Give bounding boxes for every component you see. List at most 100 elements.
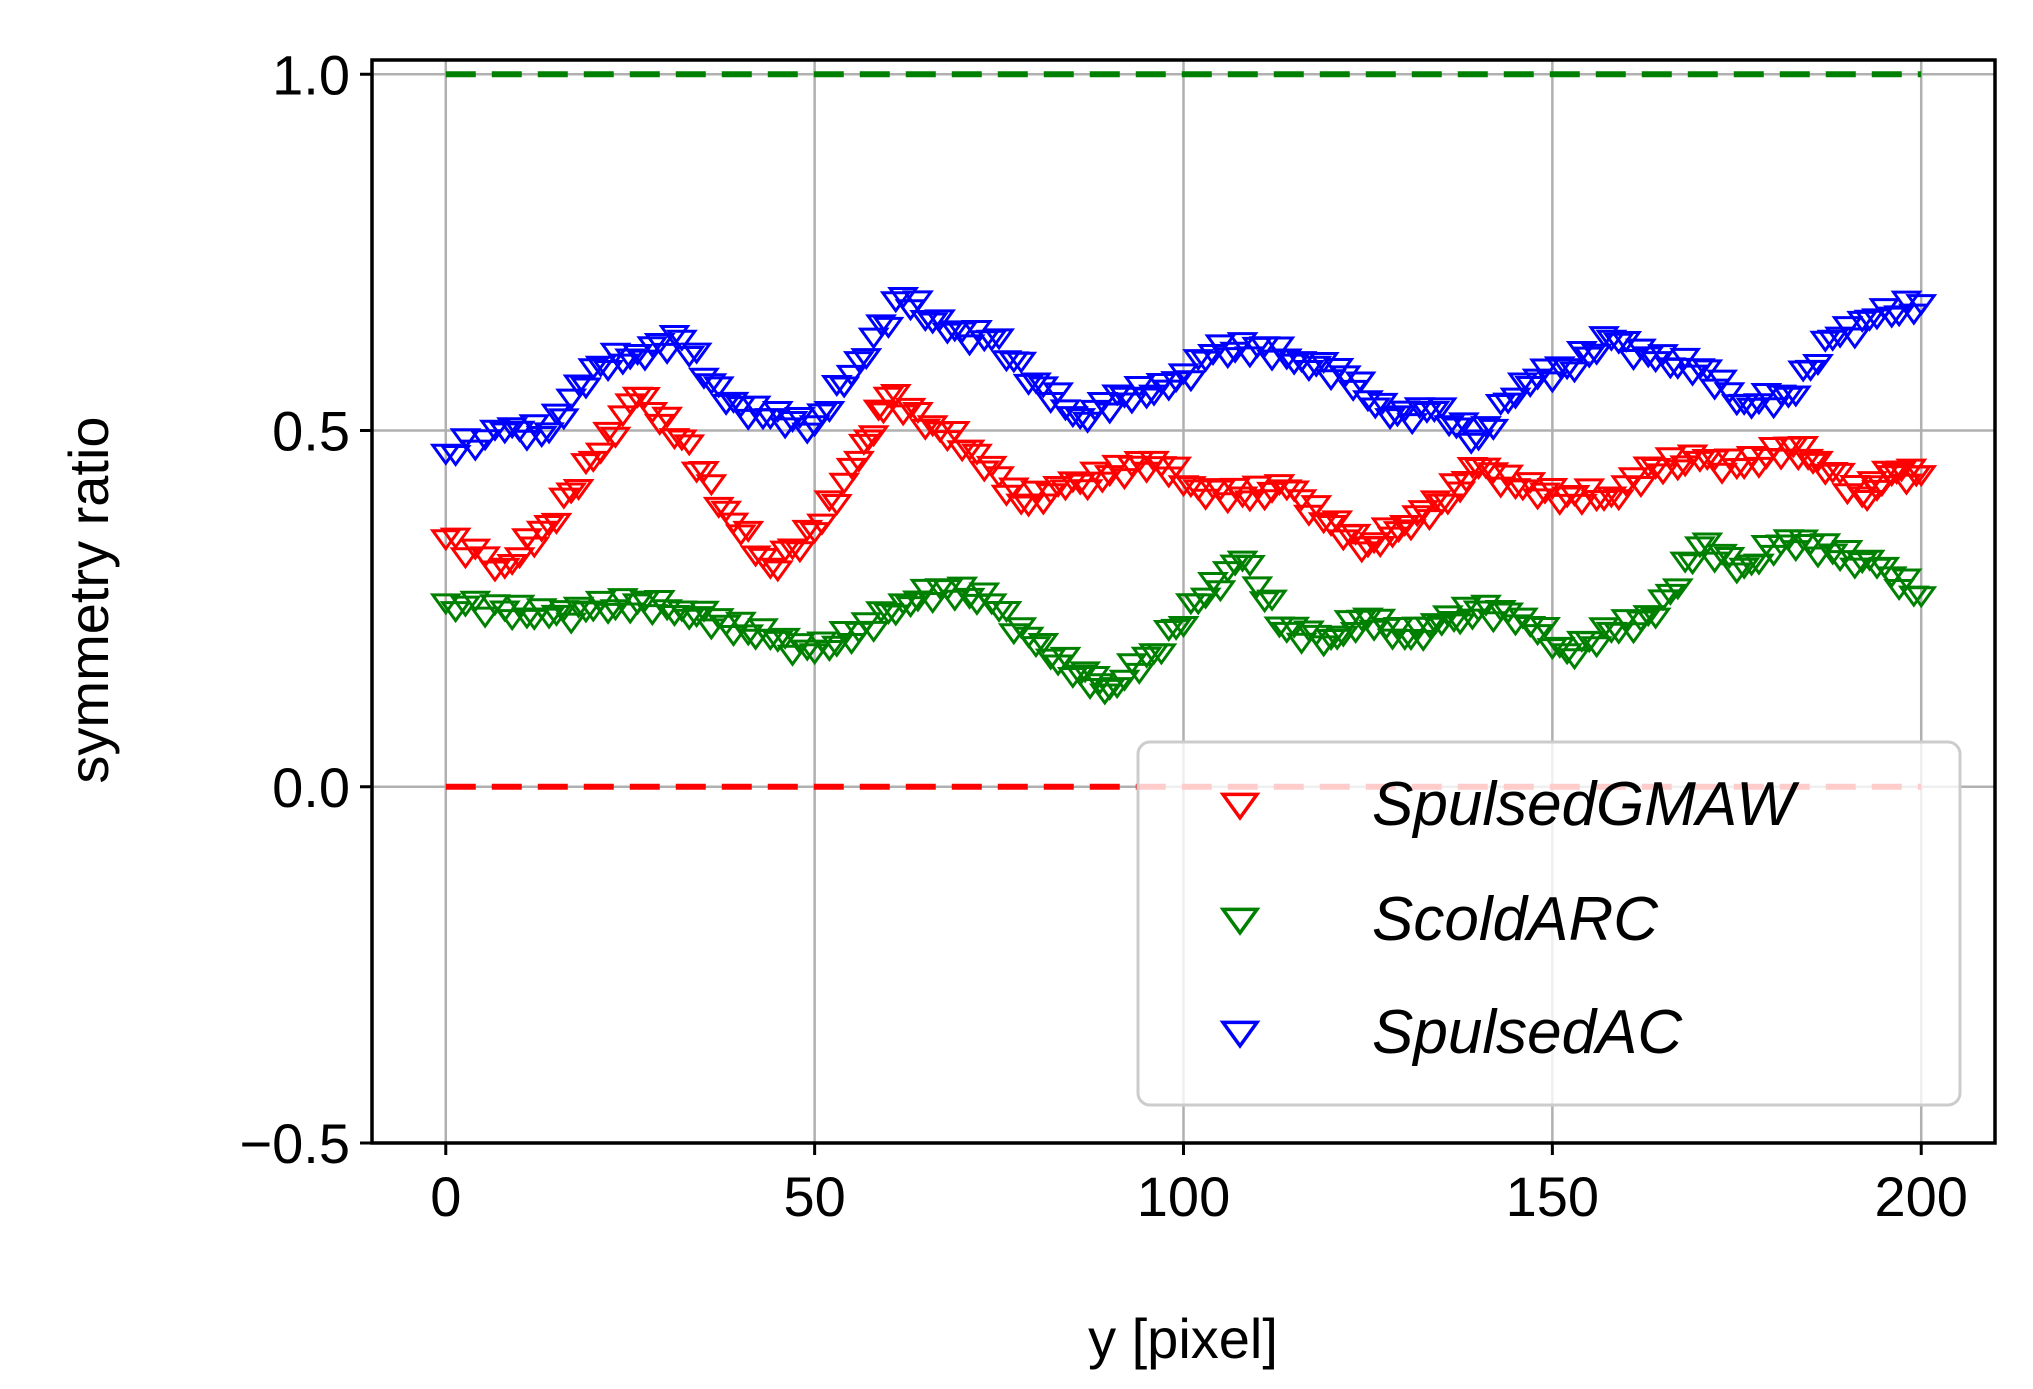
data-point — [1056, 406, 1089, 429]
y-tick-label: 1.0 — [272, 43, 350, 106]
data-point — [469, 546, 502, 569]
x-tick-label: 0 — [430, 1165, 461, 1228]
data-point — [1300, 355, 1333, 378]
data-point — [1669, 551, 1702, 574]
data-point — [1720, 562, 1753, 585]
data-point — [916, 592, 949, 615]
data-point — [1802, 450, 1834, 473]
series-SpulsedAC — [429, 287, 1938, 467]
data-point — [570, 453, 602, 476]
data-point — [1883, 579, 1916, 602]
data-point — [1425, 397, 1458, 420]
data-point — [1440, 417, 1473, 440]
data-point — [1005, 351, 1038, 374]
axis-ticks: 0 50 100 150 200 −0.5 0.0 0.5 1.0 — [239, 43, 1968, 1228]
data-point — [1470, 457, 1502, 480]
data-point — [820, 635, 853, 658]
data-point — [1027, 632, 1060, 655]
data-point — [1890, 473, 1923, 496]
data-point — [1470, 594, 1502, 617]
data-point — [1580, 636, 1613, 659]
data-point — [710, 500, 743, 523]
data-point — [1278, 353, 1311, 376]
data-point — [496, 417, 529, 440]
data-point — [946, 321, 979, 344]
data-point — [592, 421, 625, 444]
data-point — [909, 578, 942, 601]
data-point — [547, 408, 580, 431]
data-point — [496, 609, 529, 632]
data-point — [1005, 493, 1038, 516]
data-point — [488, 422, 521, 445]
x-tick-label: 150 — [1506, 1165, 1599, 1228]
data-point — [1419, 490, 1452, 513]
data-point — [828, 472, 861, 495]
data-point — [1376, 526, 1409, 549]
data-point — [1809, 463, 1842, 486]
data-point — [983, 328, 1016, 351]
data-point — [747, 618, 779, 641]
data-point — [1233, 555, 1266, 578]
data-point — [1706, 543, 1738, 566]
data-point — [1359, 397, 1392, 420]
data-point — [946, 576, 979, 599]
data-point — [1602, 489, 1635, 512]
data-point — [1256, 349, 1288, 372]
data-point — [1551, 486, 1584, 509]
data-point — [1285, 632, 1318, 655]
data-point — [449, 428, 482, 451]
data-point — [931, 579, 964, 602]
data-point — [1086, 391, 1119, 414]
data-point — [983, 466, 1016, 489]
y-tick-label: 0.5 — [272, 400, 350, 463]
data-point — [651, 406, 684, 429]
data-point — [835, 633, 868, 656]
data-point — [1034, 648, 1067, 671]
data-point — [776, 538, 809, 561]
data-point — [469, 606, 502, 629]
data-point — [533, 515, 565, 538]
data-point — [1108, 386, 1141, 409]
data-point — [1064, 473, 1097, 496]
data-point — [469, 429, 502, 452]
data-point — [1407, 629, 1440, 652]
data-point — [1529, 482, 1561, 505]
data-point — [1647, 463, 1679, 486]
data-point — [1145, 643, 1178, 666]
data-point — [1713, 546, 1746, 569]
data-point — [1329, 365, 1362, 388]
data-point — [1851, 490, 1884, 513]
legend-label: SpulsedGMAW — [1372, 770, 1800, 839]
data-point — [1027, 376, 1060, 399]
data-point — [1438, 611, 1470, 634]
data-point — [1683, 450, 1716, 473]
data-point — [1064, 408, 1097, 431]
data-point — [555, 612, 588, 635]
data-point — [842, 351, 875, 374]
data-point — [850, 348, 883, 371]
data-point — [540, 512, 573, 535]
data-point — [479, 594, 511, 617]
data-point — [1706, 462, 1738, 485]
data-point — [1012, 495, 1045, 518]
data-point — [1374, 408, 1407, 431]
data-point — [857, 327, 890, 350]
data-point — [1647, 344, 1679, 367]
data-point — [1307, 512, 1340, 535]
data-point — [1802, 354, 1834, 377]
data-point — [629, 386, 661, 409]
data-point — [1595, 486, 1628, 509]
data-point — [820, 494, 853, 517]
data-point — [1865, 475, 1898, 498]
data-point — [1270, 621, 1303, 644]
data-point — [1580, 343, 1613, 366]
data-point — [953, 439, 986, 462]
data-point — [791, 639, 824, 662]
data-point — [1056, 666, 1089, 689]
data-point — [525, 425, 558, 448]
data-point — [1418, 401, 1451, 424]
data-point — [761, 630, 794, 653]
y-axis-label: symmetry ratio — [57, 416, 120, 783]
data-point — [1020, 372, 1052, 395]
data-point — [1470, 416, 1502, 439]
